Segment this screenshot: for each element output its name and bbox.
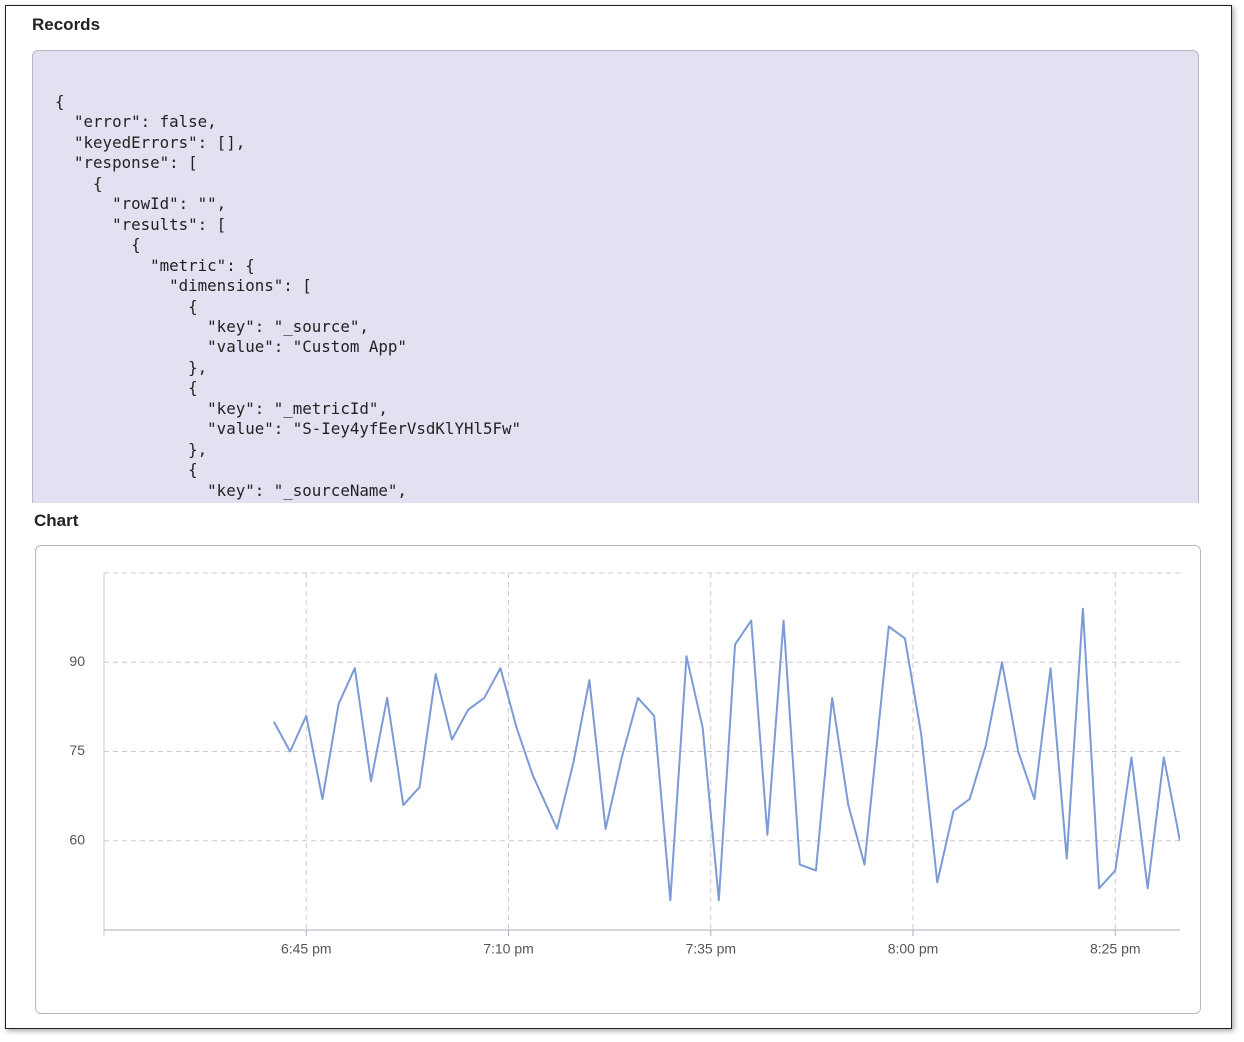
code-line: },: [55, 357, 208, 377]
code-line: "response": [: [55, 153, 198, 173]
x-tick-label: 8:00 pm: [888, 941, 939, 957]
chart-box: [35, 545, 1201, 1014]
y-tick-label: 75: [69, 742, 85, 758]
code-line: {: [55, 173, 103, 193]
x-tick-label: 6:45 pm: [281, 941, 332, 957]
y-tick-label: 90: [69, 653, 85, 669]
code-line: "error": false,: [55, 112, 217, 132]
x-tick-label: 8:25 pm: [1090, 941, 1141, 957]
x-tick-label: 7:35 pm: [685, 941, 736, 957]
code-line: "value": "Custom App": [55, 337, 407, 357]
code-line: "key": "_metricId",: [55, 398, 388, 418]
code-line: "keyedErrors": [],: [55, 132, 246, 152]
code-line: "key": "_source",: [55, 316, 369, 336]
records-title: Records: [32, 15, 101, 34]
code-line: "rowId": "",: [55, 194, 227, 214]
code-line: "results": [: [55, 214, 227, 234]
code-line: {: [55, 235, 141, 255]
records-code: { "error": false, "keyedErrors": [], "re…: [32, 50, 1199, 503]
y-tick-label: 60: [69, 831, 85, 847]
code-line: "value": "S-Iey4yfEerVsdKlYHl5Fw": [55, 419, 522, 439]
code-line: {: [55, 378, 198, 398]
code-line: {: [55, 460, 198, 480]
code-line: "key": "_sourceName",: [55, 480, 407, 500]
code-line: },: [55, 439, 208, 459]
code-line: {: [55, 296, 198, 316]
code-line: "metric": {: [55, 255, 255, 275]
data-line: [273, 607, 1180, 902]
x-tick-label: 7:10 pm: [483, 941, 534, 957]
code-line: {: [55, 92, 65, 111]
code-line: "dimensions": [: [55, 276, 312, 296]
chart-title: Chart: [34, 511, 79, 530]
